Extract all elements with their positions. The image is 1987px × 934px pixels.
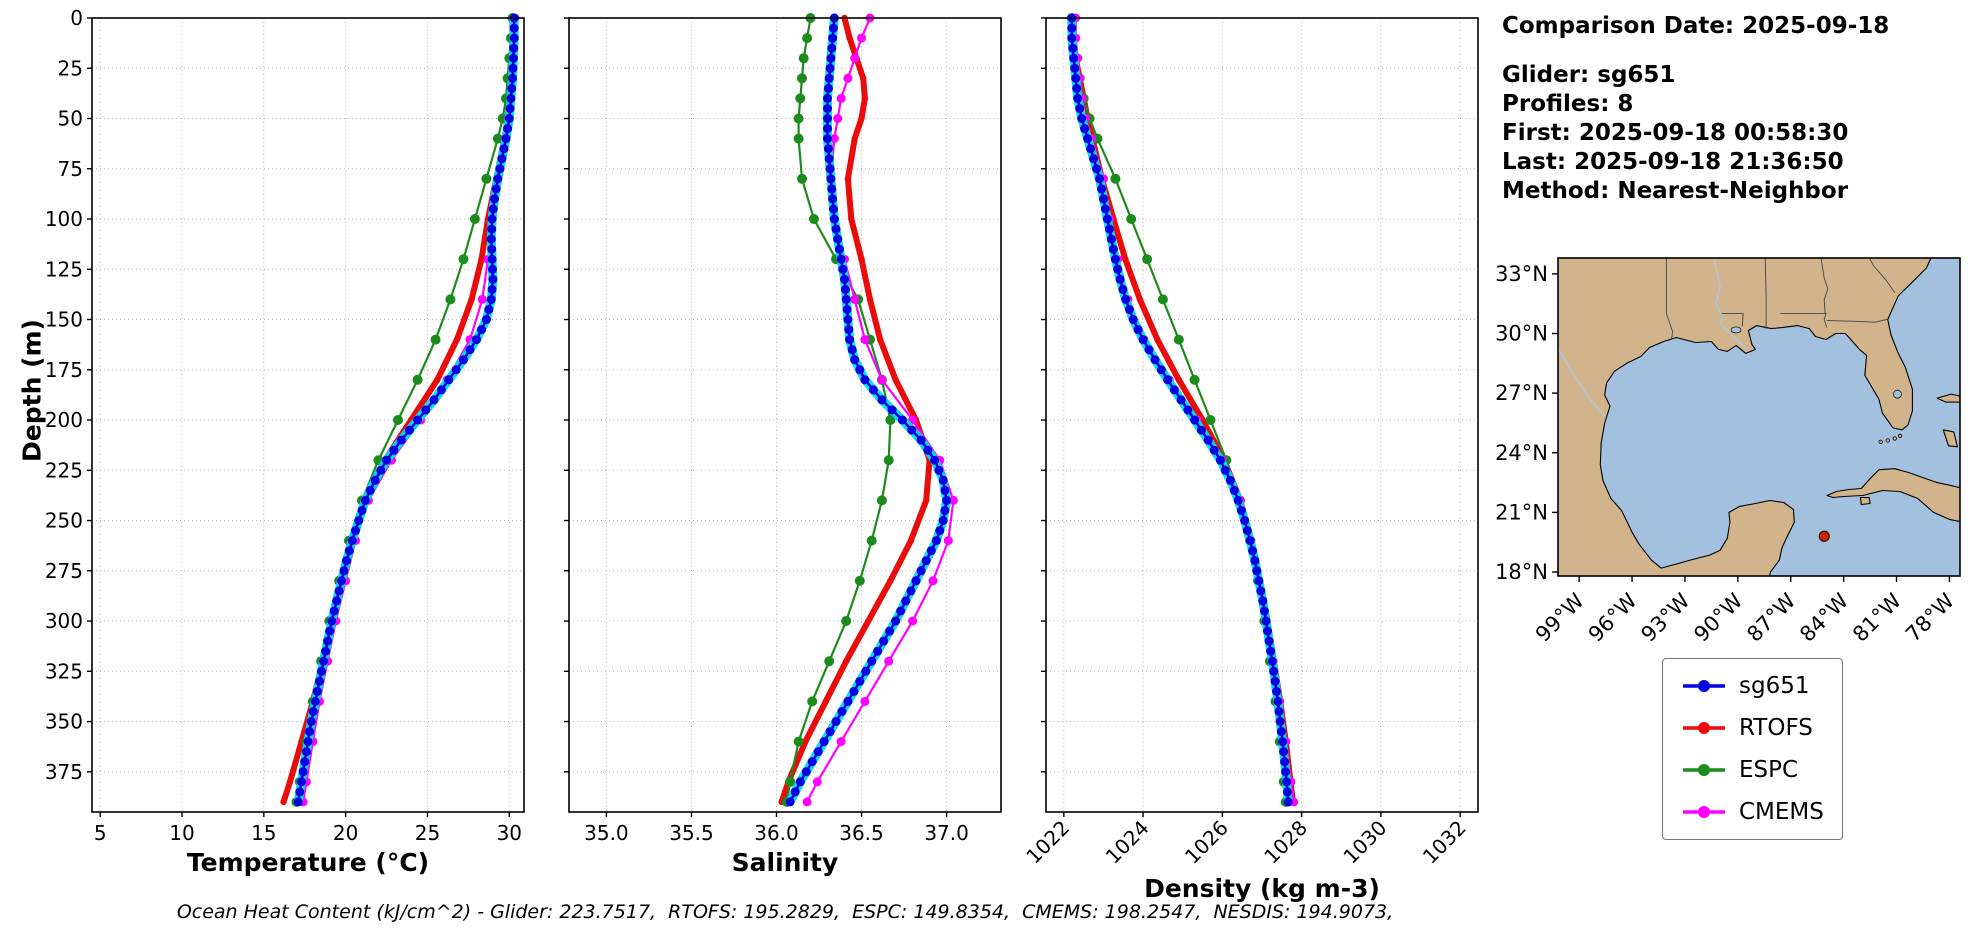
- svg-text:35.0: 35.0: [584, 821, 629, 845]
- svg-text:25: 25: [415, 821, 440, 845]
- legend-label: RTOFS: [1739, 715, 1813, 741]
- info-line: First: 2025-09-18 00:58:30: [1502, 120, 1849, 146]
- legend-marker-icon: [1683, 806, 1725, 818]
- legend-marker-icon: [1683, 722, 1725, 734]
- svg-text:15: 15: [251, 821, 276, 845]
- svg-text:0: 0: [70, 6, 83, 30]
- map-lat-label: 21°N: [1495, 500, 1548, 524]
- map-lat-label: 24°N: [1495, 441, 1548, 465]
- salinity-axis-label: Salinity: [731, 848, 839, 877]
- svg-text:20: 20: [333, 821, 358, 845]
- svg-text:50: 50: [58, 107, 83, 131]
- salinity-series-sg651: [785, 13, 952, 807]
- salinity-series-ESPC: [781, 13, 896, 807]
- info-line: Last: 2025-09-18 21:36:50: [1502, 149, 1844, 175]
- svg-text:225: 225: [45, 458, 83, 482]
- svg-text:1028: 1028: [1259, 816, 1312, 869]
- svg-text:36.0: 36.0: [754, 821, 799, 845]
- temperature-plot: 5 10 15 20 25 3002550751001251501752002252502…: [45, 6, 525, 845]
- legend-label: ESPC: [1739, 757, 1799, 783]
- glider-info-lines: Glider: sg651 Profiles: 8 First: 2025-09-1…: [1502, 61, 1889, 206]
- map-lat-label: 30°N: [1495, 322, 1548, 346]
- legend-entry-ESPC: ESPC: [1681, 751, 1824, 789]
- map-lon-label: 99°W: [1531, 588, 1589, 646]
- temperature-series-sg651: [293, 13, 519, 807]
- svg-text:150: 150: [45, 308, 83, 332]
- depth-axis-label: Depth (m): [17, 319, 47, 462]
- legend-entry-RTOFS: RTOFS: [1681, 709, 1824, 747]
- svg-text:5: 5: [94, 821, 107, 845]
- svg-text:275: 275: [45, 559, 83, 583]
- legend-marker-icon: [1683, 764, 1725, 776]
- info-line: Glider: sg651: [1502, 62, 1676, 88]
- info-panel: Comparison Date: 2025-09-18 Glider: sg65…: [1502, 12, 1889, 206]
- svg-text:1024: 1024: [1101, 816, 1154, 869]
- svg-text:1026: 1026: [1180, 816, 1233, 869]
- map-lon-label: 87°W: [1742, 588, 1800, 646]
- salinity-series-RTOFS: [778, 14, 933, 806]
- legend-entry-sg651: sg651: [1681, 667, 1824, 705]
- map-lon-label: 96°W: [1584, 588, 1642, 646]
- svg-text:250: 250: [45, 509, 83, 533]
- density-plot: 1022 1024 1026 1028 1030 1032: [1021, 13, 1479, 869]
- map-lat-label: 27°N: [1495, 381, 1548, 405]
- svg-text:100: 100: [45, 207, 83, 231]
- info-line: Profiles: 8: [1502, 91, 1634, 117]
- svg-text:25: 25: [58, 56, 83, 80]
- svg-text:300: 300: [45, 609, 83, 633]
- comparison-date: Comparison Date: 2025-09-18: [1502, 13, 1890, 39]
- map-land: [1558, 258, 1960, 576]
- svg-text:175: 175: [45, 358, 83, 382]
- density-series-sg651: [1067, 13, 1293, 807]
- ocean-heat-content-caption: Ocean Heat Content (kJ/cm^2) - Glider: 2…: [176, 901, 1394, 923]
- gulf-of-mexico-map: 33°N 30°N 27°N 24°N 21°N 18°N 99°W96°W93°W90°W…: [1495, 257, 1961, 647]
- svg-text:35.5: 35.5: [669, 821, 714, 845]
- info-line: Method: Nearest-Neighbor: [1502, 178, 1849, 204]
- legend: sg651 RTOFS ESPC CMEMS: [1662, 658, 1843, 840]
- svg-text:350: 350: [45, 710, 83, 734]
- legend-marker-icon: [1683, 680, 1725, 692]
- legend-label: CMEMS: [1739, 799, 1824, 825]
- map-lon-label: 90°W: [1689, 588, 1747, 646]
- svg-text:36.5: 36.5: [839, 821, 884, 845]
- svg-text:375: 375: [45, 760, 83, 784]
- svg-text:10: 10: [169, 821, 194, 845]
- glider-position-marker: [1818, 530, 1830, 542]
- svg-text:1032: 1032: [1418, 816, 1471, 869]
- map-lat-label: 18°N: [1495, 560, 1548, 584]
- svg-text:37.0: 37.0: [924, 821, 969, 845]
- svg-text:1022: 1022: [1021, 816, 1074, 869]
- legend-label: sg651: [1739, 673, 1810, 699]
- svg-text:325: 325: [45, 659, 83, 683]
- map-lon-label: 84°W: [1795, 588, 1853, 646]
- legend-entry-CMEMS: CMEMS: [1681, 793, 1824, 831]
- map-lon-label: 93°W: [1636, 588, 1694, 646]
- svg-text:30: 30: [497, 821, 522, 845]
- density-axis-label: Density (kg m-3): [1144, 874, 1380, 903]
- map-lat-label: 33°N: [1495, 262, 1548, 286]
- map-lon-label: 81°W: [1848, 588, 1906, 646]
- salinity-plot: 35.0 35.5 36.0 36.5 37.0: [564, 13, 1002, 845]
- map-lon-label: 78°W: [1901, 588, 1959, 646]
- svg-text:125: 125: [45, 257, 83, 281]
- svg-text:75: 75: [58, 157, 83, 181]
- svg-text:1030: 1030: [1338, 816, 1391, 869]
- svg-text:200: 200: [45, 408, 83, 432]
- temperature-axis-label: Temperature (°C): [186, 848, 430, 877]
